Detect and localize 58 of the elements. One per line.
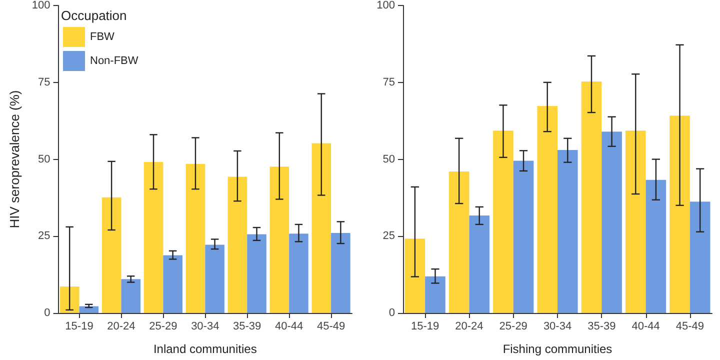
bar (425, 276, 446, 313)
bar (102, 197, 122, 313)
bar (79, 306, 99, 313)
bar (558, 150, 578, 313)
y-tick-label: 25 (382, 230, 395, 242)
x-tick-label: 40-44 (632, 320, 660, 332)
legend-label: Non-FBW (90, 55, 139, 67)
y-tick-label: 50 (382, 153, 395, 166)
x-tick-label: 35-39 (233, 320, 262, 332)
bar (513, 160, 534, 313)
bar (404, 238, 426, 313)
bar (625, 130, 646, 313)
x-tick-label: 20-24 (107, 320, 136, 332)
y-tick-label: 0 (44, 307, 50, 319)
y-tick-label: 100 (376, 0, 395, 12)
bar (331, 233, 350, 313)
y-tick-label: 75 (382, 76, 395, 88)
bar (469, 216, 490, 313)
bar (289, 234, 308, 313)
x-tick-label: 30-34 (191, 320, 220, 332)
x-tick-label: 15-19 (411, 320, 440, 332)
bar (60, 286, 80, 313)
x-tick-label: 40-44 (274, 320, 304, 332)
x-tick-label: 35-39 (588, 320, 616, 332)
legend-title: Occupation (61, 8, 127, 23)
x-tick-label: 25-29 (499, 320, 528, 332)
bar (121, 279, 140, 313)
bar (646, 180, 666, 313)
x-tick-label: 15-19 (65, 320, 94, 332)
bar (205, 244, 224, 313)
y-tick-label: 0 (388, 307, 395, 319)
x-tick-label: 30-34 (543, 320, 572, 332)
bar (270, 166, 290, 313)
x-tick-label: 45-49 (676, 320, 704, 332)
bar (247, 234, 266, 313)
bar (602, 132, 622, 313)
bar (144, 162, 164, 313)
bar (186, 164, 206, 313)
bar (448, 172, 470, 313)
y-tick-label: 100 (32, 0, 50, 12)
bar (581, 81, 602, 313)
bar (163, 255, 182, 313)
y-axis-title: HIV seroprevalence (%) (7, 90, 22, 228)
bar (690, 202, 710, 313)
y-tick-label: 75 (38, 76, 50, 88)
y-tick-label: 50 (38, 153, 50, 166)
bar (312, 143, 332, 313)
x-tick-label: 45-49 (316, 320, 346, 332)
x-axis-title: Inland communities (153, 342, 257, 356)
y-tick-label: 25 (38, 230, 50, 242)
x-tick-label: 25-29 (149, 320, 178, 332)
bar (493, 130, 514, 313)
legend-label: FBW (90, 31, 116, 43)
bar (537, 106, 558, 313)
x-tick-label: 20-24 (455, 320, 484, 332)
x-axis-title: Fishing communities (502, 342, 612, 356)
bar (670, 116, 690, 313)
bar (228, 176, 248, 313)
